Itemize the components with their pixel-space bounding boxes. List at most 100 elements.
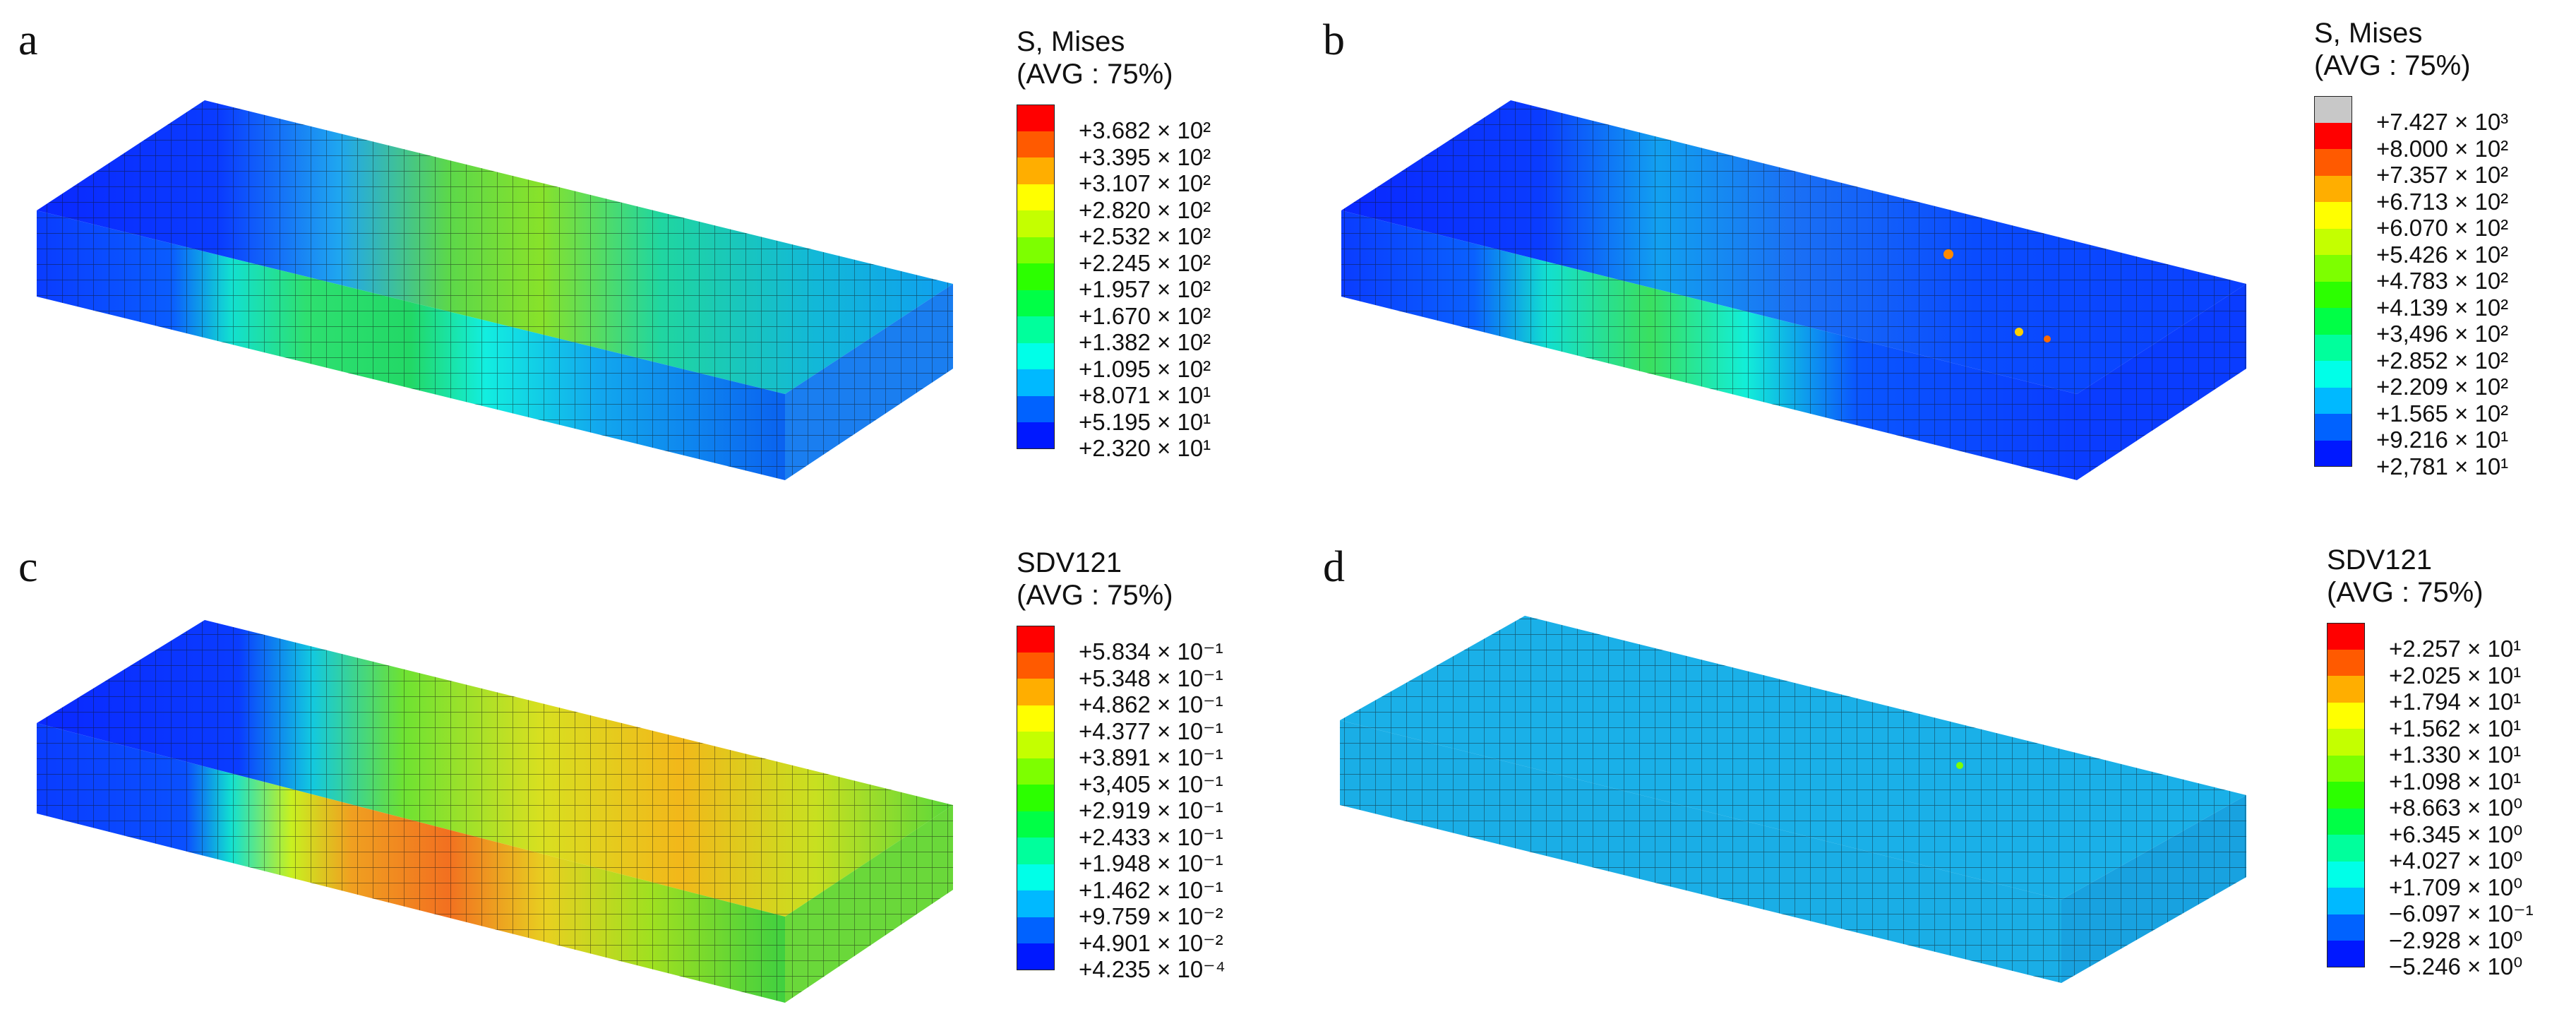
legend-value: +5.426 × 10² xyxy=(2376,241,2509,268)
legend-row: +2.245 × 10² xyxy=(1017,237,1211,276)
color-swatch xyxy=(1017,811,1055,838)
legend-value: +4.139 × 10² xyxy=(2376,294,2509,321)
legend-rows: +2.257 × 10¹ +2.025 × 10¹ +1.794 × 10¹ +1.5… xyxy=(2327,623,2534,979)
legend-row: +5.195 × 10¹ xyxy=(1017,395,1211,435)
legend-row: +1.462 × 10⁻¹ xyxy=(1017,864,1223,903)
color-swatch xyxy=(2314,281,2352,308)
colorbar-legend: S, Mises (AVG : 75%) +7.427 × 10³ +8.000 … xyxy=(2314,17,2508,479)
legend-value: −6.097 × 10⁻¹ xyxy=(2389,900,2534,926)
color-swatch xyxy=(2327,623,2365,650)
colorbar-legend: S, Mises (AVG : 75%) +3.682 × 10² +3.395 … xyxy=(1017,25,1211,461)
legend-value: +2.532 × 10² xyxy=(1079,223,1211,249)
legend-value: +2.257 × 10¹ xyxy=(2389,636,2522,662)
legend-row: +1.330 × 10¹ xyxy=(2327,729,2521,768)
color-swatch xyxy=(1017,131,1055,157)
legend-value: +1.794 × 10¹ xyxy=(2389,689,2522,715)
color-swatch xyxy=(2327,755,2365,782)
legend-value: +8.071 × 10¹ xyxy=(1079,382,1211,408)
legend-value: +7.427 × 10³ xyxy=(2376,109,2509,135)
legend-row: +3.891 × 10⁻¹ xyxy=(1017,732,1223,770)
color-swatch xyxy=(2314,96,2352,123)
color-swatch xyxy=(1017,917,1055,943)
legend-value: +1.562 × 10¹ xyxy=(2389,715,2522,741)
legend-row: +5.426 × 10² xyxy=(2314,228,2508,268)
legend-row: +2.025 × 10¹ xyxy=(2327,649,2521,689)
legend-row: +2.257 × 10¹ xyxy=(2327,623,2521,662)
color-swatch xyxy=(1017,290,1055,316)
legend-value: +2,781 × 10¹ xyxy=(2376,453,2509,479)
legend-row: +8.663 × 10⁰ xyxy=(2327,782,2522,821)
legend-row: +2,781 × 10¹ xyxy=(2314,440,2508,479)
legend-value: +1.382 × 10² xyxy=(1079,329,1211,355)
legend-subtitle: (AVG : 75%) xyxy=(1017,580,1173,611)
color-swatch xyxy=(2327,888,2365,914)
legend-value: +5.348 × 10⁻¹ xyxy=(1079,665,1223,691)
legend-row: +1.562 × 10¹ xyxy=(2327,702,2521,741)
color-swatch xyxy=(1017,105,1055,131)
legend-value: +9.759 × 10⁻² xyxy=(1079,903,1223,929)
legend-row: +3.107 × 10² xyxy=(1017,157,1211,196)
legend-value: +3.891 × 10⁻¹ xyxy=(1079,744,1223,770)
legend-row: +1.948 × 10⁻¹ xyxy=(1017,838,1223,876)
legend-value: +4.783 × 10² xyxy=(2376,268,2509,294)
legend-row: +1.794 × 10¹ xyxy=(2327,676,2521,715)
color-swatch xyxy=(1017,395,1055,422)
legend-row: +2.919 × 10⁻¹ xyxy=(1017,785,1223,823)
legend-value: +2.209 × 10² xyxy=(2376,374,2509,400)
legend-row: +1.709 × 10⁰ xyxy=(2327,861,2522,900)
legend-row: +6.713 × 10² xyxy=(2314,175,2508,215)
legend-row: +2.209 × 10² xyxy=(2314,361,2508,400)
legend-value: +4.901 × 10⁻² xyxy=(1079,929,1223,956)
legend-value: +1.957 × 10² xyxy=(1079,276,1211,302)
legend-row: +3.395 × 10² xyxy=(1017,131,1211,170)
legend-value: +3,405 × 10⁻¹ xyxy=(1079,770,1223,797)
legend-value: +5.195 × 10¹ xyxy=(1079,408,1211,435)
legend-row: +4.862 × 10⁻¹ xyxy=(1017,679,1223,717)
color-swatch xyxy=(2327,861,2365,888)
legend-row: +2.532 × 10² xyxy=(1017,210,1211,249)
legend-value: +1.670 × 10² xyxy=(1079,302,1211,329)
legend-value: +3.107 × 10² xyxy=(1079,170,1211,196)
color-swatch xyxy=(2314,122,2352,149)
legend-rows: +5.834 × 10⁻¹ +5.348 × 10⁻¹ +4.862 × 10⁻¹ +… xyxy=(1017,626,1226,982)
legend-row: +1.957 × 10² xyxy=(1017,263,1211,302)
color-swatch xyxy=(2314,255,2352,282)
legend-title: S, Mises xyxy=(1017,26,1125,57)
color-swatch xyxy=(2327,729,2365,756)
legend-title: SDV121 xyxy=(1017,547,1122,578)
panel-b: b S, Mises (AV xyxy=(1313,0,2576,509)
legend-value: +4.235 × 10⁻⁴ xyxy=(1079,956,1226,982)
color-swatch xyxy=(2327,808,2365,835)
color-swatch xyxy=(2314,149,2352,176)
legend-value: −2.928 × 10⁰ xyxy=(2389,926,2523,953)
color-swatch xyxy=(1017,157,1055,184)
legend-value: +1.709 × 10⁰ xyxy=(2389,874,2523,900)
color-swatch xyxy=(2314,387,2352,414)
legend-row: +3,405 × 10⁻¹ xyxy=(1017,758,1223,797)
legend-row: +8.071 × 10¹ xyxy=(1017,369,1211,408)
color-swatch xyxy=(2314,414,2352,441)
legend-row: +4.027 × 10⁰ xyxy=(2327,835,2522,874)
color-swatch xyxy=(1017,652,1055,679)
color-swatch xyxy=(1017,626,1055,652)
legend-value: +1.948 × 10⁻¹ xyxy=(1079,850,1223,876)
legend-row: +9.216 × 10¹ xyxy=(2314,414,2508,453)
legend-row: +1.098 × 10¹ xyxy=(2327,755,2521,794)
legend-value: +3.682 × 10² xyxy=(1079,117,1211,143)
legend-value: +5.834 × 10⁻¹ xyxy=(1079,638,1223,665)
legend-row: +6.345 × 10⁰ xyxy=(2327,808,2522,847)
mesh-model xyxy=(37,100,953,480)
legend-row: +4.377 × 10⁻¹ xyxy=(1017,705,1223,744)
legend-value: +3.395 × 10² xyxy=(1079,143,1211,170)
color-swatch xyxy=(2314,361,2352,388)
legend-value: +7.357 × 10² xyxy=(2376,162,2509,188)
legend-rows: +7.427 × 10³ +8.000 × 10² +7.357 × 10² +6.7… xyxy=(2314,96,2508,479)
color-swatch xyxy=(1017,342,1055,369)
color-swatch xyxy=(2327,782,2365,809)
color-swatch xyxy=(1017,838,1055,864)
legend-value: +2.919 × 10⁻¹ xyxy=(1079,797,1223,823)
legend-value: +2.025 × 10¹ xyxy=(2389,662,2522,689)
color-swatch xyxy=(2314,440,2352,467)
color-swatch xyxy=(1017,943,1055,970)
legend-row: +3,496 × 10² xyxy=(2314,308,2508,347)
